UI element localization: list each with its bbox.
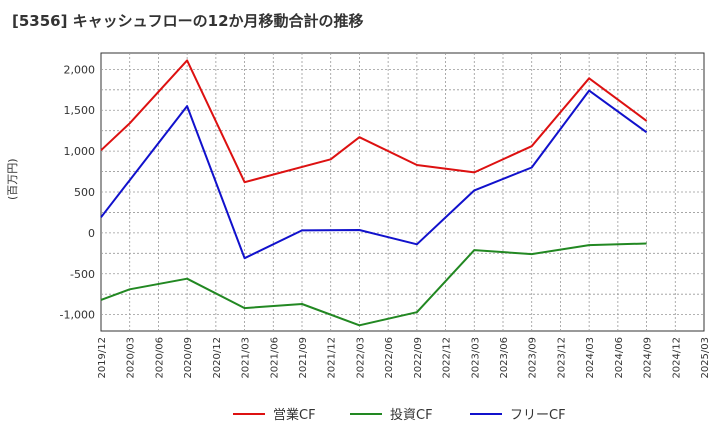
y-tick-label: 500 [74,186,95,199]
y-tick-label: 0 [88,227,95,240]
x-tick-label: 2023/12 [556,337,567,379]
x-tick-label: 2023/03 [470,337,481,379]
x-tick-label: 2021/12 [327,337,338,379]
x-tick-label: 2024/12 [671,337,682,379]
x-tick-label: 2022/12 [442,337,453,379]
x-tick-label: 2022/03 [355,337,366,379]
x-tick-label: 2019/12 [97,337,108,379]
x-tick-label: 2025/03 [700,337,711,379]
x-tick-label: 2022/06 [384,337,395,379]
x-tick-label: 2020/06 [154,337,165,379]
y-tick-label: 1,000 [64,145,96,158]
x-tick-label: 2021/09 [298,337,309,379]
legend-label: フリーCF [510,408,566,423]
legend-label: 投資CF [390,407,433,423]
x-tick-label: 2024/06 [614,337,625,379]
series-line [100,242,647,327]
y-tick-label: -500 [70,268,95,281]
y-tick-label: 1,500 [64,104,96,117]
x-tick-label: 2020/09 [183,337,194,379]
x-tick-label: 2023/06 [499,337,510,379]
series-line [100,59,648,184]
y-tick-label: -1,000 [60,309,95,322]
series-line [100,89,648,260]
x-tick-label: 2021/06 [269,337,280,379]
x-tick-label: 2024/09 [643,337,654,379]
y-tick-label: 2,000 [64,63,96,76]
chart-title: [5356] キャッシュフローの12か月移動合計の推移 [12,12,364,30]
x-tick-label: 2022/09 [413,337,424,379]
x-tick-label: 2024/03 [585,337,596,379]
x-tick-label: 2021/03 [241,337,252,379]
legend-label: 営業CF [273,407,316,423]
x-tick-label: 2023/09 [528,337,539,379]
x-tick-label: 2020/03 [126,337,137,379]
x-tick-label: 2020/12 [212,337,223,379]
